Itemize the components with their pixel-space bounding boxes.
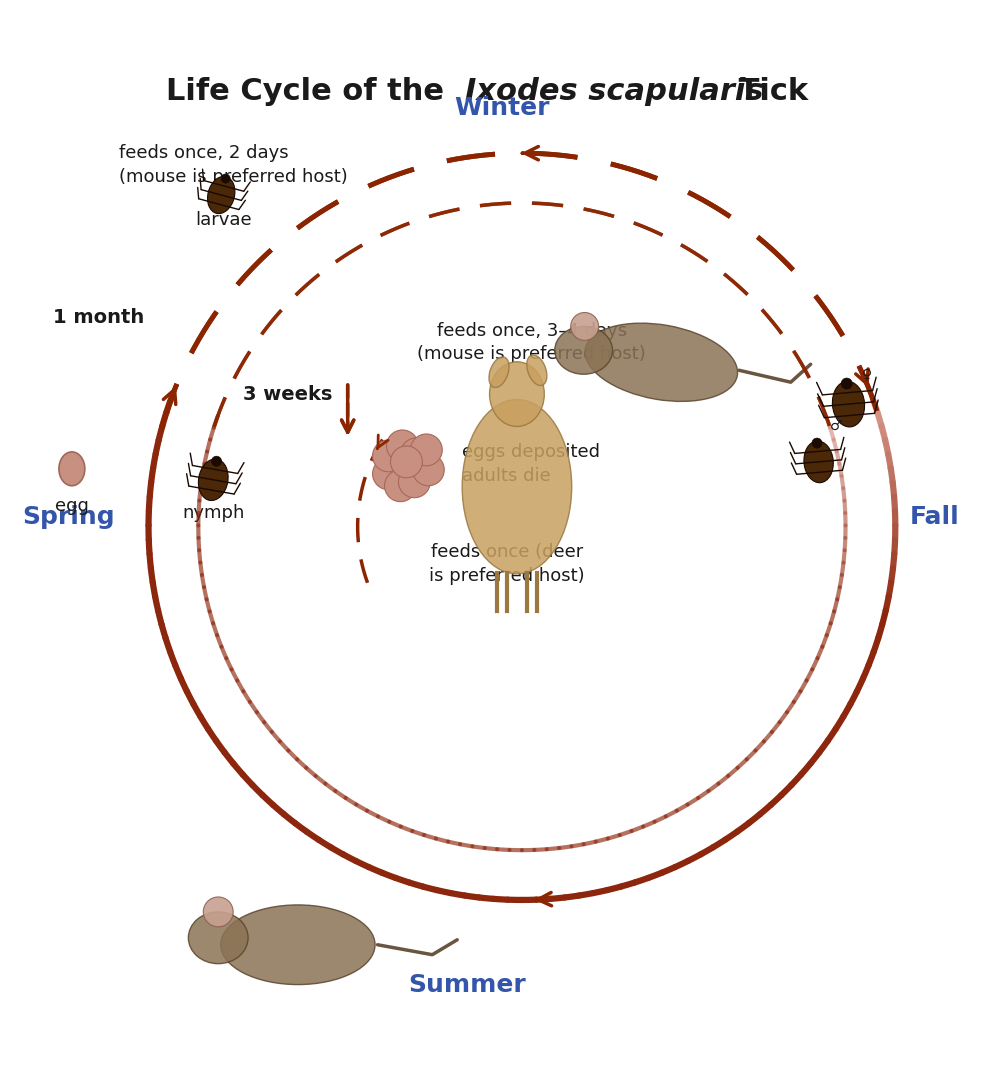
Text: 1 month: 1 month <box>53 308 144 327</box>
Ellipse shape <box>555 326 612 375</box>
Circle shape <box>203 897 233 927</box>
Circle shape <box>410 434 441 466</box>
Text: 3 weeks: 3 weeks <box>243 384 332 404</box>
Text: eggs deposited
adults die: eggs deposited adults die <box>461 443 600 484</box>
Text: feeds once, 3–4 days
(mouse is preferred host): feeds once, 3–4 days (mouse is preferred… <box>417 322 646 363</box>
Circle shape <box>841 378 852 389</box>
Text: Winter: Winter <box>453 96 550 120</box>
Text: feeds once, 2 days
(mouse is preferred host): feeds once, 2 days (mouse is preferred h… <box>118 144 347 186</box>
Circle shape <box>390 446 422 478</box>
Ellipse shape <box>59 452 84 486</box>
Circle shape <box>386 430 418 461</box>
Circle shape <box>811 439 821 448</box>
Ellipse shape <box>208 177 235 213</box>
Circle shape <box>372 458 404 490</box>
Circle shape <box>400 438 432 470</box>
Ellipse shape <box>488 357 509 388</box>
Ellipse shape <box>221 905 375 984</box>
Text: Summer: Summer <box>408 973 526 996</box>
Text: larvae: larvae <box>195 211 252 229</box>
Ellipse shape <box>489 362 544 427</box>
Ellipse shape <box>461 400 571 574</box>
Text: Ixodes scapularis: Ixodes scapularis <box>464 77 763 105</box>
Ellipse shape <box>189 912 248 964</box>
Ellipse shape <box>527 355 547 386</box>
Ellipse shape <box>199 459 228 500</box>
Circle shape <box>570 313 598 340</box>
Text: feeds once (deer
is preferred host): feeds once (deer is preferred host) <box>428 544 584 585</box>
Text: Life Cycle of the: Life Cycle of the <box>166 77 454 105</box>
Circle shape <box>412 454 443 486</box>
Ellipse shape <box>585 323 737 402</box>
Circle shape <box>372 440 404 472</box>
Text: ♀: ♀ <box>861 367 871 381</box>
Circle shape <box>384 470 416 501</box>
Text: egg: egg <box>55 497 88 514</box>
Ellipse shape <box>803 441 832 483</box>
Text: Tick: Tick <box>727 77 807 105</box>
Ellipse shape <box>831 381 864 427</box>
Text: nymph: nymph <box>182 504 244 522</box>
Text: Fall: Fall <box>910 505 959 529</box>
Circle shape <box>398 466 430 498</box>
Circle shape <box>221 174 230 183</box>
Text: ♂: ♂ <box>829 419 842 433</box>
Circle shape <box>212 456 222 467</box>
Text: Spring: Spring <box>22 505 115 529</box>
